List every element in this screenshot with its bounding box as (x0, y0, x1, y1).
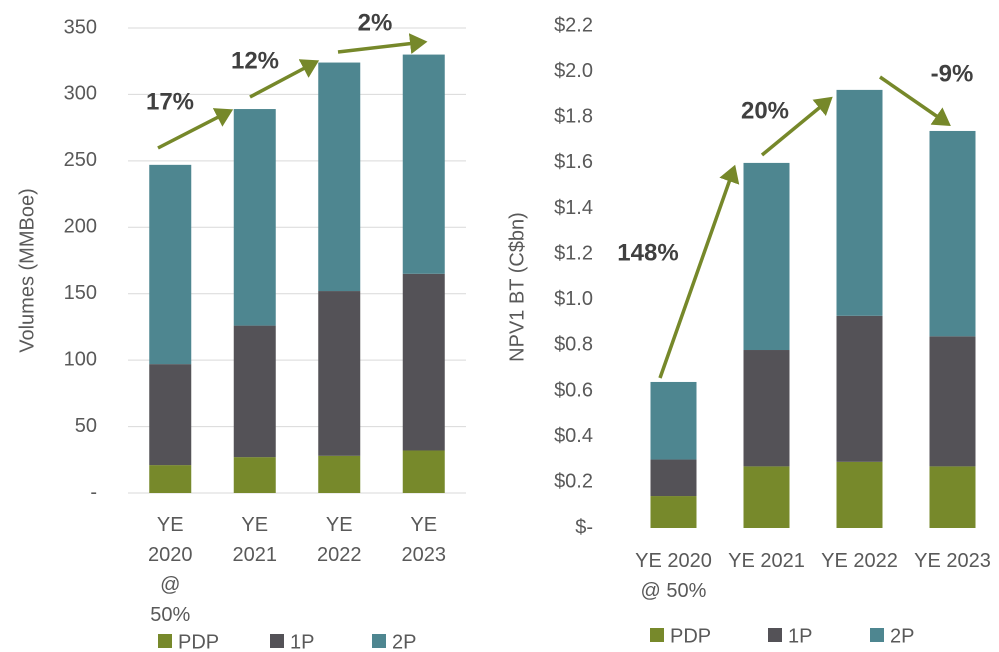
growth-label: 20% (741, 97, 789, 124)
bar-segment (743, 466, 790, 528)
legend-label: 1P (788, 625, 812, 647)
bar-segment (650, 459, 697, 497)
y-tick-label: 200 (64, 216, 97, 238)
bar-segment (836, 315, 883, 462)
y-tick-label: $2.2 (554, 14, 593, 36)
growth-arrow (879, 75, 951, 126)
y-tick-label: $0.6 (554, 379, 593, 401)
x-tick-label: YE 2023 (401, 514, 447, 566)
bar-segment (402, 450, 445, 493)
growth-label: 2% (358, 9, 393, 36)
y-tick-label: 300 (64, 83, 97, 105)
legend-label: 2P (890, 625, 914, 647)
growth-label: -9% (931, 60, 974, 87)
bar-segment (743, 350, 790, 467)
legend-label: 1P (290, 631, 314, 652)
y-axis-title: NPV1 BT (C$bn) (506, 212, 528, 362)
bar-segment (929, 130, 976, 337)
bar-segment (233, 325, 276, 458)
growth-arrow (658, 164, 740, 379)
y-tick-label: $2.0 (554, 60, 593, 82)
growth-arrow (337, 33, 428, 55)
bar-segment (402, 273, 445, 451)
y-tick-label: $1.4 (554, 197, 593, 219)
legend-label: 2P (392, 631, 416, 652)
growth-label: 17% (146, 88, 194, 115)
x-tick-label: YE 2021 (728, 550, 805, 572)
x-tick-label: YE 2020 @ 50% (148, 514, 193, 626)
bar-segment (650, 381, 697, 460)
growth-label: 12% (231, 47, 279, 74)
bar-segment (929, 336, 976, 467)
growth-arrow (760, 96, 833, 157)
bar-segment (149, 465, 192, 493)
bar-segment (233, 109, 276, 326)
x-tick-label: YE 2023 (914, 550, 991, 572)
bar-segment (836, 461, 883, 528)
legend-swatch (768, 628, 782, 642)
legend-swatch (270, 634, 284, 648)
y-tick-label: 100 (64, 348, 97, 370)
y-tick-label: 250 (64, 149, 97, 171)
y-axis-title: Volumes (MMBoe) (16, 188, 38, 353)
bar-segment (929, 466, 976, 528)
bar-segment (318, 62, 361, 292)
y-tick-label: 50 (75, 415, 97, 437)
growth-label: 148% (617, 239, 678, 266)
bar-segment (402, 54, 445, 274)
y-tick-label: $0.2 (554, 471, 593, 493)
bar-segment (650, 496, 697, 528)
x-tick-label: YE 2022 (821, 550, 898, 572)
x-tick-label: YE 2021 (232, 514, 278, 566)
legend-label: PDP (670, 625, 711, 647)
y-tick-label: $1.2 (554, 242, 593, 264)
y-tick-label: 150 (64, 282, 97, 304)
x-tick-label: YE 2022 (317, 514, 362, 566)
legend-swatch (870, 628, 884, 642)
growth-arrow (157, 108, 234, 150)
legend-swatch (372, 634, 386, 648)
bar-segment (233, 457, 276, 493)
bar-segment (149, 164, 192, 365)
legend-label: PDP (178, 631, 219, 652)
bar-segment (149, 364, 192, 466)
y-tick-label: $1.8 (554, 106, 593, 128)
y-tick-label: $- (575, 516, 593, 538)
y-tick-label: $1.0 (554, 288, 593, 310)
bar-segment (743, 162, 790, 351)
growth-arrow (249, 59, 320, 99)
y-tick-label: 350 (64, 16, 97, 38)
bar-segment (318, 291, 361, 456)
x-tick-label: YE 2020 @ 50% (635, 550, 712, 602)
y-tick-label: $1.6 (554, 151, 593, 173)
y-tick-label: $0.4 (554, 425, 593, 447)
legend-swatch (158, 634, 172, 648)
bar-segment (836, 89, 883, 316)
legend-swatch (650, 628, 664, 642)
bar-segment (318, 455, 361, 493)
y-tick-label: - (90, 481, 97, 503)
y-tick-label: $0.8 (554, 334, 593, 356)
